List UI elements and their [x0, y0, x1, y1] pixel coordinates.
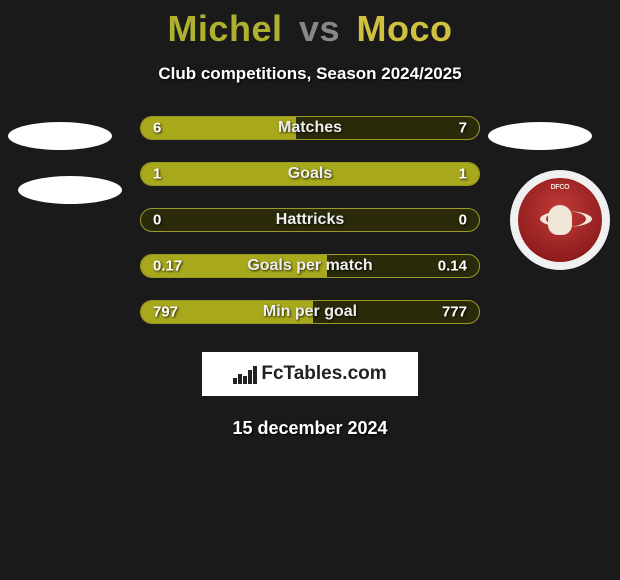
stat-label: Matches	[278, 119, 342, 137]
stat-value-left: 6	[153, 120, 161, 137]
date-text: 15 december 2024	[0, 418, 620, 439]
stat-row: 0 Hattricks 0	[140, 208, 480, 232]
vs-text: vs	[299, 8, 340, 49]
stat-value-left: 0	[153, 212, 161, 229]
bar-chart-icon	[233, 364, 257, 384]
stat-value-right: 0	[459, 212, 467, 229]
brand-box: FcTables.com	[202, 352, 418, 396]
stat-value-right: 0.14	[438, 258, 467, 275]
stat-label: Hattricks	[276, 211, 344, 229]
stat-value-left: 0.17	[153, 258, 182, 275]
decorative-ellipse	[18, 176, 122, 204]
stat-fill-right	[310, 163, 479, 185]
stat-value-left: 1	[153, 166, 161, 183]
subtitle: Club competitions, Season 2024/2025	[0, 64, 620, 84]
decorative-ellipse	[488, 122, 592, 150]
stat-row: 797 Min per goal 777	[140, 300, 480, 324]
stat-value-right: 777	[442, 304, 467, 321]
owl-icon	[540, 197, 580, 243]
player2-name: Moco	[357, 8, 453, 49]
stat-value-left: 797	[153, 304, 178, 321]
stat-row: 1 Goals 1	[140, 162, 480, 186]
stat-label: Min per goal	[263, 303, 357, 321]
stat-row: 6 Matches 7	[140, 116, 480, 140]
comparison-title: Michel vs Moco	[0, 0, 620, 50]
stat-fill-left	[141, 117, 296, 139]
stat-value-right: 1	[459, 166, 467, 183]
player1-name: Michel	[167, 8, 282, 49]
stat-fill-left	[141, 163, 310, 185]
stat-value-right: 7	[459, 120, 467, 137]
club-badge-text: DFCO	[518, 184, 602, 191]
decorative-ellipse	[8, 122, 112, 150]
stat-label: Goals per match	[247, 257, 372, 275]
club-badge: DFCO	[510, 170, 610, 270]
stat-row: 0.17 Goals per match 0.14	[140, 254, 480, 278]
stat-label: Goals	[288, 165, 332, 183]
brand-text: FcTables.com	[261, 363, 386, 385]
club-badge-inner: DFCO	[518, 178, 602, 262]
